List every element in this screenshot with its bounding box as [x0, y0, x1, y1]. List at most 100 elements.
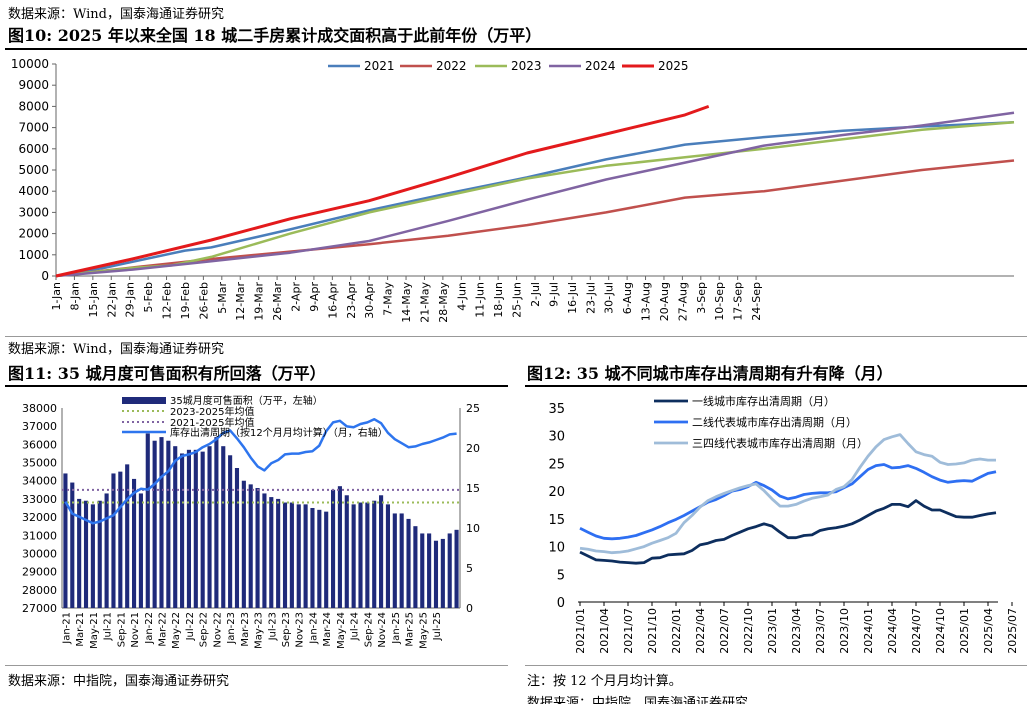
fig11-bar — [234, 468, 240, 608]
fig10-legend-label-2024: 2024 — [585, 59, 616, 73]
fig11-bar — [193, 449, 198, 608]
fig11-left-tick-label: 36000 — [22, 438, 57, 451]
fig11-bar — [125, 464, 130, 608]
fig11-x-tick-label: May-23 — [254, 612, 265, 649]
fig11-right-tick-label: 10 — [466, 522, 480, 535]
fig11-bar — [406, 518, 411, 608]
fig10-x-tick-label: 26-Feb — [197, 282, 210, 319]
fig11-bar — [372, 500, 377, 608]
fig11-bar — [255, 488, 260, 608]
fig12-series-0 — [579, 499, 997, 565]
fig11-x-tick-label: Jul-21 — [103, 612, 114, 641]
mid-source: 数据来源：Wind，国泰海通证券研究 — [8, 342, 224, 357]
fig11-bar — [221, 446, 226, 608]
fig10-title-rule — [5, 48, 1027, 50]
fig11-bar — [379, 495, 384, 608]
fig12-y-tick-label: 15 — [548, 513, 565, 528]
fig10-x-tick-label: 15-Jan — [87, 282, 100, 318]
fig10-x-tick-label: 26-Mar — [271, 282, 284, 321]
fig12-x-tick-label: 2022/10 — [742, 608, 755, 654]
fig12-y-tick-label: 25 — [548, 457, 565, 472]
fig11-bar — [63, 473, 68, 608]
fig10-x-tick-label: 17-Sep — [732, 282, 745, 321]
fig11-x-tick-label: Nov-22 — [212, 612, 223, 648]
fig11-bar — [97, 500, 102, 608]
fig11-bar — [433, 540, 439, 608]
fig11-bar — [152, 440, 157, 608]
fig12-note: 注：按 12 个月月均计算。 — [527, 674, 682, 689]
fig12-x-tick-label: 2021/04 — [598, 608, 611, 654]
fig12-series-1 — [579, 463, 997, 541]
fig11-bar — [276, 498, 281, 608]
fig12-x-tick-label: 2023/04 — [790, 608, 803, 654]
fig11-right-tick-label: 25 — [466, 402, 480, 415]
fig11-bar — [207, 446, 212, 608]
fig11-bar — [228, 455, 233, 608]
fig11-bar — [296, 504, 301, 608]
fig11-right-tick-label: 5 — [466, 562, 473, 575]
fig11-x-tick-label: Mar-23 — [240, 612, 251, 647]
fig11-x-tick-label: Jan-23 — [226, 612, 237, 645]
fig12-y-tick-label: 5 — [557, 568, 565, 583]
fig12-x-tick-label: 2025/07 — [1006, 608, 1019, 654]
fig11-left-tick-label: 34000 — [22, 475, 57, 488]
fig11-bar — [77, 498, 82, 608]
fig11-left-tick-label: 35000 — [22, 457, 57, 470]
fig10-legend-label-2023: 2023 — [511, 59, 542, 73]
fig11-legend-label-3: 库存出清周期（按12个月月均计算）（月，右轴） — [170, 426, 388, 439]
fig11-bar — [180, 453, 185, 608]
fig10-x-tick-label: 16-Apr — [326, 282, 339, 319]
fig10-x-tick-label: 9-Jul — [547, 282, 560, 307]
fig12-x-tick-label: 2021/10 — [646, 608, 659, 654]
fig11-bar — [385, 504, 391, 608]
fig11-bar — [111, 473, 116, 608]
fig10-bottom-rule — [5, 336, 1027, 337]
fig10-legend-label-2022: 2022 — [436, 59, 467, 73]
fig12-x-tick-label: 2023/01 — [766, 608, 779, 654]
fig11-legend-label-0: 35城月度可售面积（万平，左轴） — [170, 394, 323, 407]
fig10-x-tick-label: 24-Sep — [750, 282, 763, 321]
fig10-x-tick-label: 3-Sep — [695, 282, 708, 314]
fig10-x-tick-label: 13-Aug — [640, 282, 653, 321]
fig11-bar — [269, 497, 274, 608]
fig12-y-tick-label: 35 — [548, 402, 565, 417]
fig12-legend-label-0: 一线城市库存出清周期（月） — [692, 394, 835, 408]
fig10-x-tick-label: 1-Jan — [50, 282, 63, 311]
fig10-x-tick-label: 22-Jan — [105, 282, 118, 318]
fig10-x-tick-label: 29-Jan — [124, 282, 137, 318]
fig11-right-tick-label: 0 — [466, 602, 473, 615]
fig10-x-tick-label: 23-Apr — [345, 282, 358, 319]
fig12-x-tick-label: 2022/04 — [694, 608, 707, 654]
fig12-legend-label-2: 三四线代表城市库存出清周期（月） — [692, 436, 868, 450]
fig11-x-tick-label: Mar-24 — [322, 612, 333, 647]
fig10-y-tick-label: 1000 — [18, 248, 49, 262]
fig11-bar — [70, 482, 75, 608]
fig10-x-tick-label: 19-Mar — [253, 282, 266, 321]
fig12-x-tick-label: 2025/01 — [958, 608, 971, 654]
fig11-x-tick-label: May-21 — [89, 612, 100, 649]
fig11-x-tick-label: Jul-23 — [267, 612, 278, 641]
fig11-bar — [344, 495, 349, 608]
top-source: 数据来源：Wind，国泰海通证券研究 — [8, 7, 224, 22]
fig12-series-2 — [579, 433, 996, 555]
fig11-x-tick-label: Nov-21 — [130, 612, 141, 648]
fig10-x-tick-label: 6-Aug — [621, 282, 634, 314]
fig10-chart: 0 1000 2000 3000 4000 5000 6000 7000 8000 9000 100… — [11, 57, 1015, 323]
fig10-y-tick-label: 7000 — [18, 121, 49, 135]
fig10-x-tick-label: 11-Jun — [474, 282, 487, 318]
fig12-y-tick-label: 10 — [548, 541, 565, 556]
fig11-bar — [138, 493, 143, 608]
fig11-left-tick-label: 29000 — [22, 566, 57, 579]
fig12-y-tick-label: 0 — [557, 596, 565, 611]
fig11-x-tick-label: Nov-24 — [377, 612, 388, 648]
fig11-bar — [159, 437, 164, 608]
fig11-bar — [241, 480, 246, 608]
fig10-legend-label-2021: 2021 — [364, 59, 395, 73]
fig10-x-tick-label: 21-May — [418, 282, 431, 323]
fig11-x-tick-label: Sep-24 — [363, 612, 374, 647]
fig11-bar — [118, 471, 123, 608]
fig12-y-tick-label: 30 — [548, 430, 565, 445]
fig12-x-tick-label: 2024/01 — [862, 608, 875, 654]
fig12-chart: 0 5 10 15 20 25 30 35 2021/01 2021/04 2021/07 2021/… — [548, 394, 1019, 654]
fig10-y-tick-label: 5000 — [18, 163, 49, 177]
